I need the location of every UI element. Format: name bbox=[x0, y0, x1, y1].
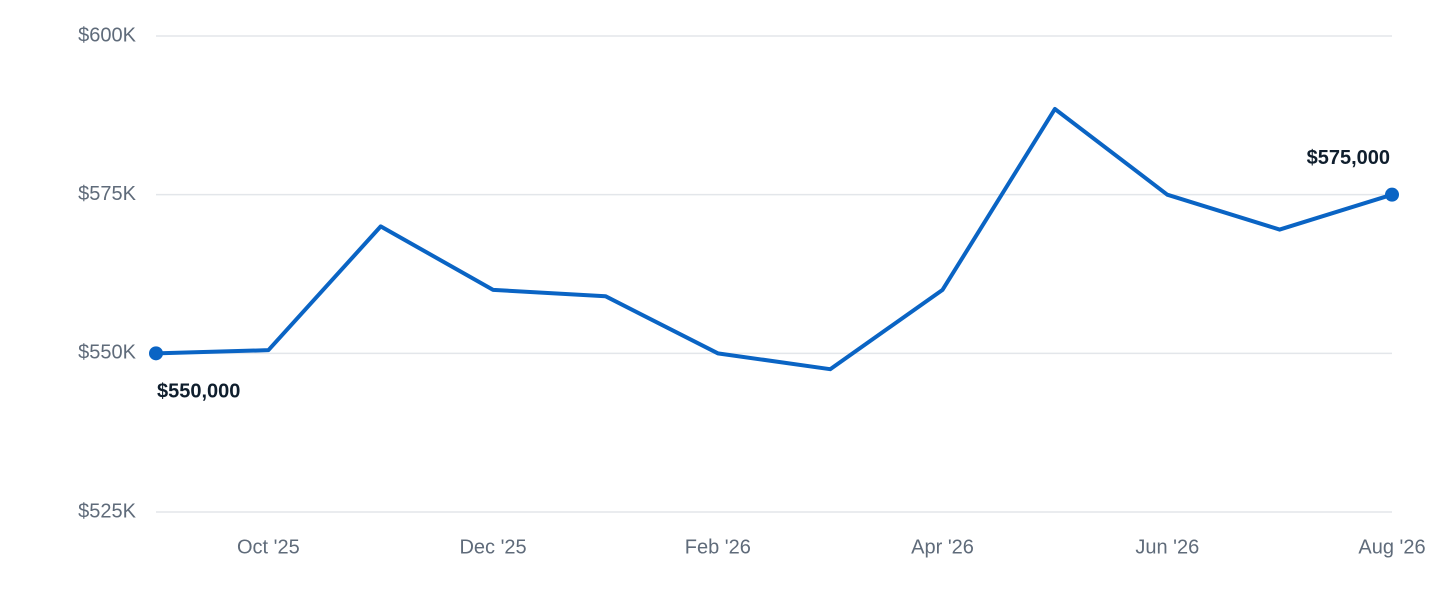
x-tick-label: Apr '26 bbox=[911, 536, 974, 558]
x-tick-label: Oct '25 bbox=[237, 536, 300, 558]
x-tick-label: Aug '26 bbox=[1358, 536, 1425, 558]
y-tick-label: $600K bbox=[78, 24, 136, 46]
y-tick-label: $575K bbox=[78, 183, 136, 205]
point bbox=[1385, 187, 1399, 202]
data-label: $575,000 bbox=[1307, 147, 1390, 169]
y-tick-label: $550K bbox=[78, 342, 136, 364]
data-label: $550,000 bbox=[157, 381, 240, 403]
x-tick-label: Feb '26 bbox=[685, 536, 751, 558]
y-tick-label: $525K bbox=[78, 500, 136, 522]
line bbox=[155, 106, 1393, 372]
point bbox=[149, 346, 163, 361]
x-tick-label: Dec '25 bbox=[459, 536, 526, 558]
x-tick-label: Jun '26 bbox=[1135, 536, 1199, 558]
